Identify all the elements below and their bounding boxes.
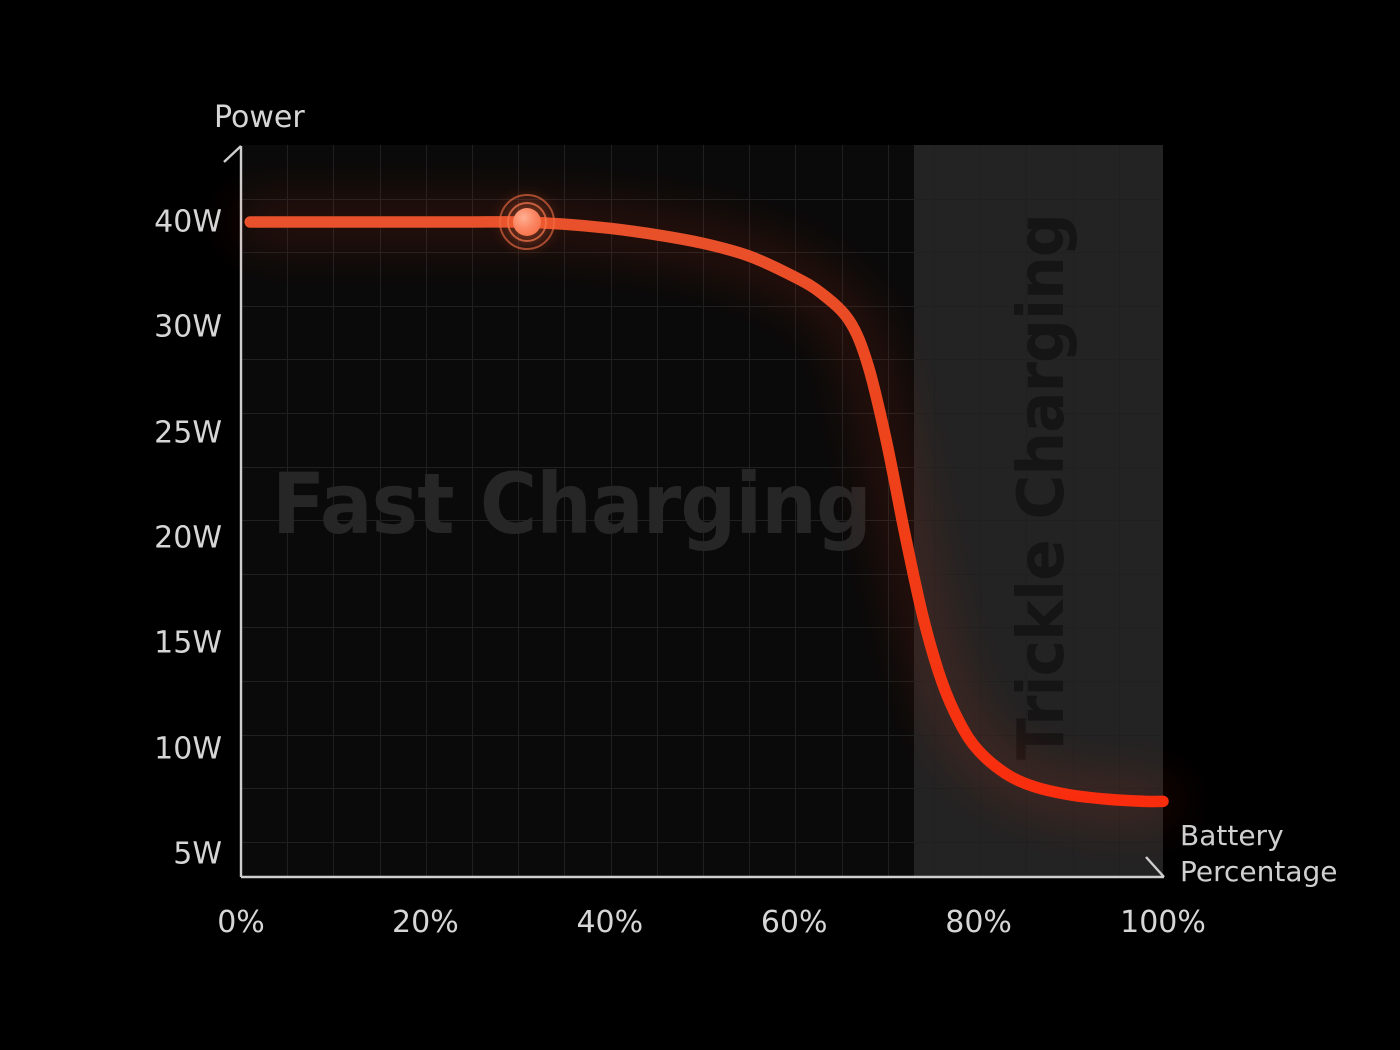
y-axis-tick-label: 25W — [154, 415, 222, 451]
region-label-fast-charging: Fast Charging — [272, 455, 872, 553]
x-axis-tick-label: 0% — [217, 905, 265, 940]
x-axis-tick-label: 60% — [760, 905, 828, 940]
y-axis-tick-label: 10W — [154, 731, 222, 767]
x-axis-title: Battery Percentage — [1180, 818, 1338, 890]
y-axis-tick-labels: 40W 30W 25W 20W 15W 10W 5W — [0, 0, 222, 1050]
x-axis-tick-label: 100% — [1120, 905, 1206, 940]
x-axis-title-line-1: Battery — [1180, 819, 1284, 852]
y-axis-tick-label: 40W — [154, 204, 222, 240]
gridline-vertical — [888, 145, 889, 877]
marker-dot — [512, 208, 541, 236]
y-axis-tick-label: 30W — [154, 309, 222, 345]
region-label-trickle-charging: Trickle Charging — [1005, 214, 1079, 760]
marker-inner-ring — [506, 202, 547, 242]
y-axis-title: Power — [214, 100, 305, 135]
y-axis-tick-label: 20W — [154, 520, 222, 556]
marker-outer-ring — [498, 194, 555, 250]
y-axis-tick-label: 5W — [173, 836, 222, 872]
x-axis-tick-label: 20% — [392, 905, 459, 940]
x-axis-title-line-2: Percentage — [1180, 854, 1338, 888]
y-axis-arrowhead — [223, 145, 242, 163]
x-axis-tick-label: 40% — [576, 905, 644, 940]
y-axis-tick-label: 15W — [154, 625, 222, 661]
x-axis-tick-label: 80% — [945, 905, 1012, 940]
